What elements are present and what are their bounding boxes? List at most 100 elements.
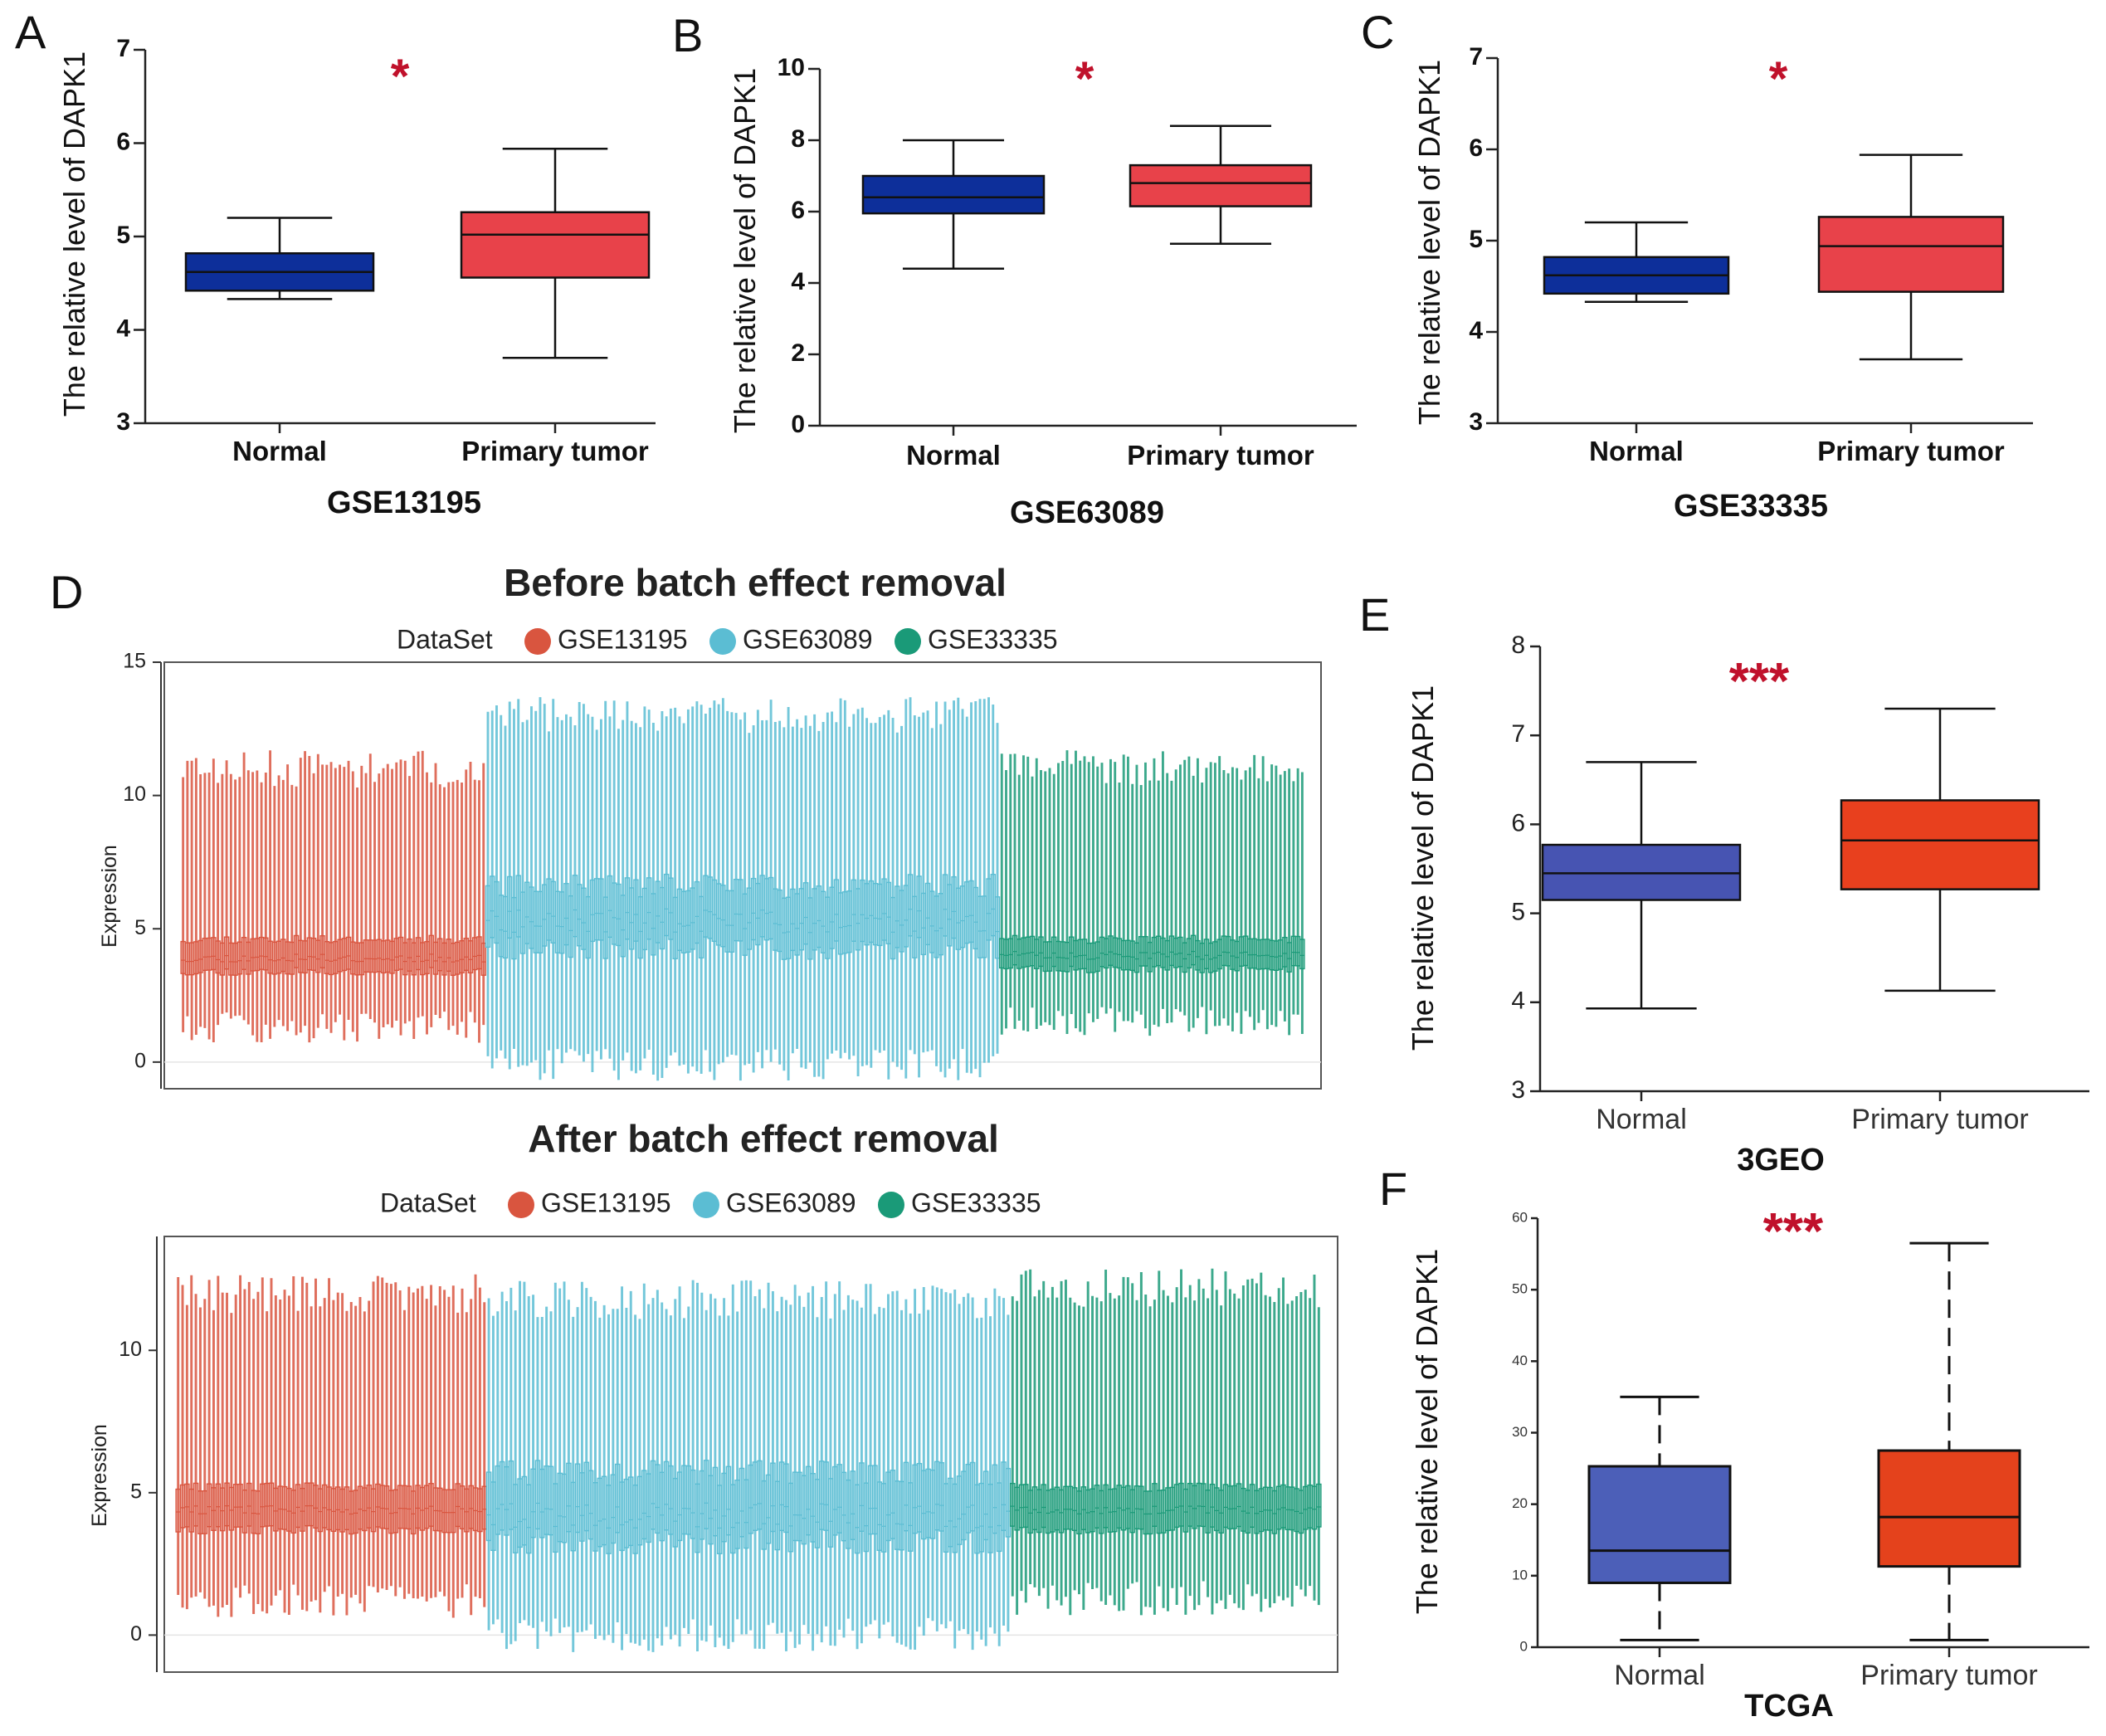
y-axis-title: Expression bbox=[98, 845, 121, 948]
y-axis-title: The relative level of DAPK1 bbox=[728, 68, 762, 433]
y-axis-title: Expression bbox=[88, 1424, 111, 1527]
sample-box bbox=[480, 942, 486, 976]
y-tick-label: 5 bbox=[130, 1480, 142, 1503]
y-tick-label: 4 bbox=[791, 268, 805, 295]
y-tick-label: 40 bbox=[1512, 1353, 1528, 1368]
y-tick-label: 10 bbox=[778, 54, 805, 81]
y-tick-label: 0 bbox=[791, 411, 805, 438]
sample-group-gse33335 bbox=[1009, 1268, 1322, 1616]
box-plot-panel-a: A 3 4 5 6 7 Normal Primary tumor * GSE13195 The re… bbox=[15, 6, 656, 520]
legend-swatch bbox=[508, 1192, 534, 1218]
y-tick-label: 30 bbox=[1512, 1424, 1528, 1440]
y-tick-label: 4 bbox=[116, 315, 130, 342]
legend-label: GSE33335 bbox=[928, 624, 1058, 654]
y-tick-label: 60 bbox=[1512, 1209, 1528, 1225]
x-category-label: Primary tumor bbox=[461, 436, 649, 466]
sample-group-gse63089 bbox=[485, 697, 1001, 1081]
legend-title: DataSet bbox=[397, 624, 493, 654]
x-axis-title: GSE13195 bbox=[327, 485, 481, 520]
box-iqr bbox=[1817, 216, 2005, 293]
legend-title: DataSet bbox=[380, 1187, 476, 1217]
x-category-label: Normal bbox=[232, 436, 327, 466]
x-category-label: Normal bbox=[1596, 1104, 1687, 1135]
legend-swatch bbox=[709, 628, 736, 655]
legend-label: GSE63089 bbox=[726, 1187, 856, 1217]
expression-box-series-d1: D Before batch effect removal DataSet GSE13… bbox=[50, 561, 1322, 1090]
panel-letter: A bbox=[15, 6, 46, 58]
y-tick-label: 6 bbox=[116, 128, 130, 155]
x-axis-title: GSE63089 bbox=[1010, 495, 1164, 530]
x-category-label: Normal bbox=[1614, 1660, 1705, 1691]
y-tick-label: 10 bbox=[123, 783, 146, 806]
y-tick-label: 5 bbox=[1469, 226, 1483, 253]
legend-swatch bbox=[895, 628, 921, 655]
x-axis-title: TCGA bbox=[1744, 1689, 1834, 1724]
panel-letter: F bbox=[1379, 1163, 1407, 1215]
significance-marker: *** bbox=[1729, 653, 1790, 710]
y-tick-label: 15 bbox=[123, 650, 146, 673]
significance-marker: * bbox=[1769, 52, 1788, 106]
y-tick-label: 7 bbox=[1469, 43, 1483, 71]
panel-letter: B bbox=[672, 9, 703, 61]
box-iqr bbox=[1877, 1449, 2021, 1568]
y-tick-label: 3 bbox=[116, 408, 130, 436]
box-plot-panel-b: B 0 2 4 6 8 10 Normal Primary tumor * GSE63089 The … bbox=[672, 9, 1357, 530]
box-iqr bbox=[1840, 799, 2040, 890]
y-tick-label: 10 bbox=[119, 1338, 142, 1361]
x-category-label: Normal bbox=[1589, 436, 1684, 466]
sample-group-gse13195 bbox=[175, 1274, 488, 1618]
y-axis-title: The relative level of DAPK1 bbox=[1406, 685, 1440, 1051]
sample-group-gse13195 bbox=[180, 750, 486, 1043]
x-axis-title: 3GEO bbox=[1737, 1143, 1825, 1178]
sample-box bbox=[1316, 1483, 1322, 1528]
y-tick-label: 5 bbox=[134, 916, 146, 939]
legend-swatch bbox=[524, 628, 551, 655]
x-axis-title: GSE33335 bbox=[1674, 489, 1828, 524]
y-tick-label: 0 bbox=[1520, 1638, 1528, 1654]
y-tick-label: 6 bbox=[1511, 809, 1525, 836]
y-tick-label: 3 bbox=[1469, 408, 1483, 436]
y-axis-title: The relative level of DAPK1 bbox=[1410, 1249, 1444, 1614]
panel-letter: C bbox=[1361, 6, 1394, 58]
significance-marker: * bbox=[391, 50, 410, 104]
y-tick-label: 6 bbox=[791, 197, 805, 224]
chart-title: After batch effect removal bbox=[528, 1117, 999, 1160]
x-category-label: Primary tumor bbox=[1127, 440, 1314, 471]
box-plot-panel-e: E 3 4 5 6 7 8 Normal Primary tumor *** 3GEO The rel… bbox=[1359, 588, 2089, 1178]
y-axis-title: The relative level of DAPK1 bbox=[57, 51, 91, 417]
legend-label: GSE63089 bbox=[743, 624, 873, 654]
sample-group-gse33335 bbox=[999, 750, 1305, 1036]
x-category-label: Primary tumor bbox=[1860, 1660, 2037, 1691]
y-axis-title: The relative level of DAPK1 bbox=[1412, 60, 1446, 425]
legend-label: GSE33335 bbox=[911, 1187, 1041, 1217]
y-tick-label: 10 bbox=[1512, 1567, 1528, 1582]
box-plot-panel-f: F 0 10 20 30 40 50 60 Normal Primary tumor *** TCGA… bbox=[1379, 1163, 2089, 1724]
sample-box bbox=[994, 896, 1001, 959]
sample-box bbox=[1299, 939, 1305, 970]
legend-swatch bbox=[878, 1192, 904, 1218]
sample-group-gse63089 bbox=[485, 1280, 1012, 1652]
x-category-label: Primary tumor bbox=[1851, 1104, 2028, 1135]
y-tick-label: 8 bbox=[1511, 631, 1525, 659]
box-iqr bbox=[1587, 1465, 1732, 1584]
legend-swatch bbox=[693, 1192, 719, 1218]
box-iqr bbox=[861, 174, 1046, 215]
y-tick-label: 20 bbox=[1512, 1495, 1528, 1511]
significance-marker: * bbox=[1075, 52, 1094, 106]
box-plot-panel-c: C 3 4 5 6 7 Normal Primary tumor * GSE33335 The re… bbox=[1361, 6, 2033, 524]
x-category-label: Normal bbox=[906, 440, 1001, 471]
y-tick-label: 7 bbox=[1511, 720, 1525, 748]
expression-box-series-d2: After batch effect removal DataSet GSE1319… bbox=[88, 1117, 1338, 1673]
y-tick-label: 4 bbox=[1511, 987, 1525, 1015]
y-tick-label: 6 bbox=[1469, 134, 1483, 162]
y-tick-label: 5 bbox=[116, 222, 130, 249]
box-iqr bbox=[460, 211, 651, 279]
y-tick-label: 2 bbox=[791, 339, 805, 367]
box-iqr bbox=[1129, 163, 1313, 207]
y-tick-label: 7 bbox=[116, 35, 130, 62]
y-tick-label: 8 bbox=[791, 125, 805, 153]
panel-letter: E bbox=[1359, 588, 1390, 641]
y-tick-label: 0 bbox=[134, 1049, 146, 1072]
chart-title: Before batch effect removal bbox=[504, 561, 1007, 604]
